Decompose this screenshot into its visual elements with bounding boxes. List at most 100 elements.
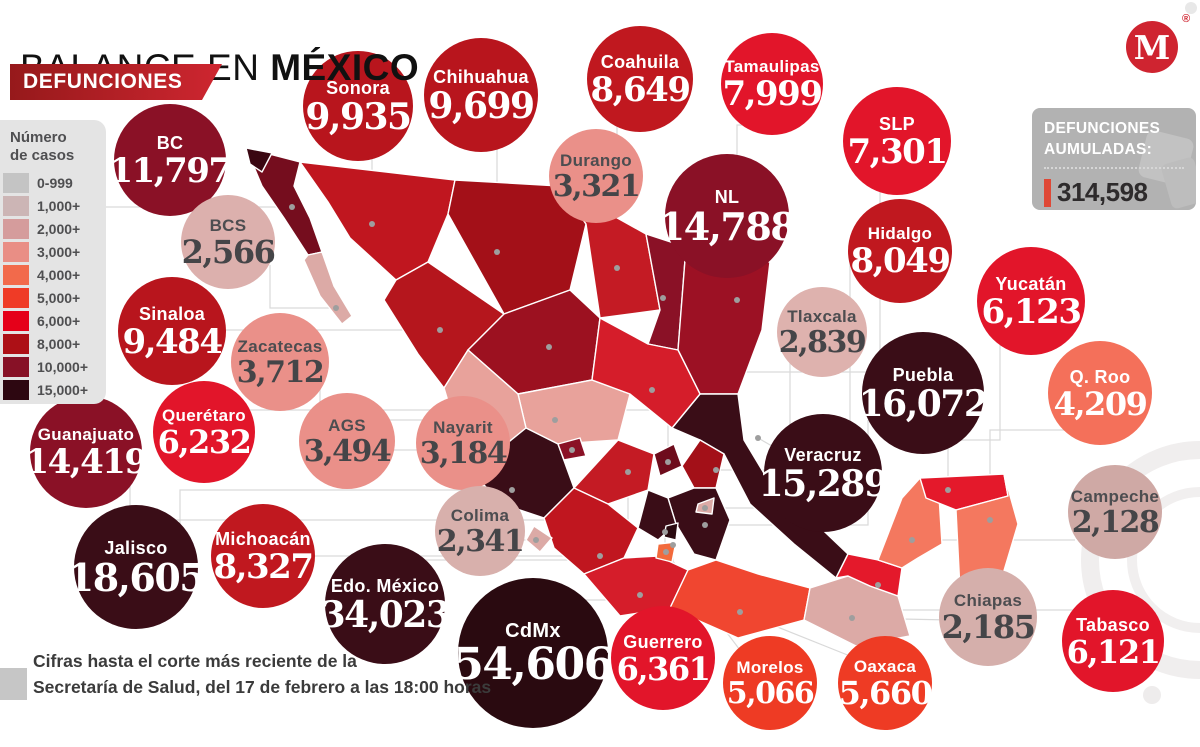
- state-bubble-nayarit: Nayarit 3,184: [416, 396, 510, 490]
- legend-rows: 0-999 1,000+ 2,000+ 3,000+ 4,000+ 5,000+ 6,000…: [3, 173, 106, 400]
- legend-item-10,000+: 10,000+: [3, 357, 106, 377]
- state-name: Tabasco: [1076, 614, 1150, 635]
- state-name: Chiapas: [953, 591, 1023, 611]
- legend-label: 6,000+: [37, 313, 81, 329]
- accumulated-deaths-title: DEFUNCIONES AUMULADAS:: [1044, 118, 1184, 169]
- state-bubble-bc: BC 11,797: [109, 104, 232, 216]
- state-name: Puebla: [892, 364, 954, 385]
- legend-label: 8,000+: [37, 336, 81, 352]
- legend-item-0-999: 0-999: [3, 173, 106, 193]
- state-bubble-sinaloa: Sinaloa 9,484: [118, 277, 226, 385]
- legend-label: 1,000+: [37, 198, 81, 214]
- state-value: 11,797: [109, 150, 232, 191]
- state-name: Querétaro: [162, 406, 246, 426]
- state-bubble-oaxaca: Oaxaca 5,660: [838, 636, 933, 730]
- state-name: Campeche: [1070, 487, 1160, 507]
- map-shape-bcs: [303, 251, 353, 325]
- state-value: 2,566: [181, 233, 276, 272]
- state-name: SLP: [879, 113, 915, 134]
- state-bubble-ags: AGS 3,494: [299, 393, 395, 489]
- state-value: 8,327: [213, 546, 314, 587]
- state-bubble-yucatan: Yucatán 6,123: [977, 247, 1085, 355]
- state-value: 6,121: [1066, 632, 1161, 671]
- state-value: 7,301: [847, 131, 948, 172]
- state-bubble-edomex: Edo. México 34,023: [321, 544, 451, 664]
- state-value: 2,839: [778, 325, 867, 361]
- legend-item-15,000+: 15,000+: [3, 380, 106, 400]
- state-name: Zacatecas: [237, 337, 323, 357]
- state-name: Hidalgo: [867, 224, 933, 244]
- state-bubble-tlaxcala: Tlaxcala 2,839: [777, 287, 867, 377]
- state-name: CdMx: [505, 620, 561, 643]
- state-name: BCS: [209, 216, 247, 236]
- state-name: Tlaxcala: [787, 307, 857, 327]
- state-bubble-coahuila: Coahuila 8,649: [587, 26, 693, 132]
- footnote-line2: Secretaría de Salud, del 17 de febrero a…: [33, 677, 492, 697]
- state-bubble-guanajuato: Guanajuato 14,419: [25, 396, 148, 508]
- state-bubble-hidalgo: Hidalgo 8,049: [848, 199, 952, 303]
- legend-title-line1: Número: [10, 129, 67, 146]
- legend-label: 2,000+: [37, 221, 81, 237]
- state-value: 14,419: [25, 442, 148, 483]
- legend-swatch: [3, 265, 29, 285]
- milenio-logo-letter: M: [1133, 27, 1171, 67]
- state-value: 14,788: [658, 204, 797, 250]
- state-value: 9,699: [428, 84, 535, 127]
- state-bubble-queretaro: Querétaro 6,232: [153, 381, 255, 483]
- state-bubble-guerrero: Guerrero 6,361: [611, 606, 715, 710]
- legend-item-6,000+: 6,000+: [3, 311, 106, 331]
- state-name: Sinaloa: [138, 303, 206, 324]
- state-name: Coahuila: [600, 51, 680, 72]
- state-value: 8,649: [590, 69, 691, 110]
- legend-swatch: [3, 357, 29, 377]
- legend-swatch: [3, 196, 29, 216]
- state-value: 6,123: [981, 291, 1082, 332]
- legend-swatch: [3, 380, 29, 400]
- legend-panel: Número de casos 0-999 1,000+ 2,000+ 3,000+ 4…: [0, 120, 106, 404]
- state-bubble-cdmx: CdMx 54,606: [453, 578, 614, 728]
- accumulated-deaths-box: DEFUNCIONES AUMULADAS: 314,598: [1032, 108, 1196, 210]
- state-name: Edo. México: [330, 575, 440, 596]
- state-value: 15,289: [758, 462, 889, 505]
- legend-label: 0-999: [37, 175, 73, 191]
- milenio-logo-circle: M: [1126, 21, 1178, 73]
- legend-item-4,000+: 4,000+: [3, 265, 106, 285]
- state-name: Chihuahua: [433, 66, 529, 87]
- legend-swatch: [3, 242, 29, 262]
- state-bubble-tabasco: Tabasco 6,121: [1062, 590, 1164, 692]
- state-name: Q. Roo: [1069, 366, 1131, 387]
- state-bubble-tamaulipas: Tamaulipas 7,999: [721, 33, 823, 135]
- state-value: 6,232: [157, 423, 252, 462]
- legend-swatch: [3, 311, 29, 331]
- legend-item-5,000+: 5,000+: [3, 288, 106, 308]
- state-bubble-qroo: Q. Roo 4,209: [1048, 341, 1152, 445]
- state-name: Oaxaca: [853, 657, 917, 677]
- map-shape-michoacan: [543, 487, 639, 575]
- footnote-swatch: [0, 668, 27, 700]
- state-name: Michoacán: [215, 528, 311, 549]
- state-name: Yucatán: [995, 273, 1067, 294]
- defunciones-banner: DEFUNCIONES: [10, 64, 222, 100]
- state-value: 5,660: [838, 674, 933, 713]
- state-name: Guerrero: [623, 631, 703, 652]
- state-bubble-zacatecas: Zacatecas 3,712: [231, 313, 329, 411]
- state-value: 3,321: [552, 169, 641, 205]
- state-name: Guanajuato: [37, 425, 135, 445]
- state-value: 16,072: [858, 382, 989, 425]
- legend-item-1,000+: 1,000+: [3, 196, 106, 216]
- state-name: NL: [714, 187, 740, 208]
- accumulated-deaths-title-line1: DEFUNCIONES: [1044, 120, 1161, 137]
- state-bubble-colima: Colima 2,341: [435, 486, 525, 576]
- accent-bar: [1044, 178, 1051, 207]
- legend-item-3,000+: 3,000+: [3, 242, 106, 262]
- footnote-line1: Cifras hasta el corte más reciente de la: [33, 651, 357, 671]
- state-bubble-campeche: Campeche 2,128: [1068, 465, 1162, 559]
- state-name: BC: [156, 132, 184, 153]
- map-shape-bc-tip: [245, 147, 273, 173]
- state-bubble-veracruz: Veracruz 15,289: [759, 414, 889, 532]
- state-name: Morelos: [736, 658, 804, 678]
- legend-label: 15,000+: [37, 382, 88, 398]
- state-value: 2,185: [941, 608, 1036, 647]
- state-name: Durango: [560, 151, 632, 171]
